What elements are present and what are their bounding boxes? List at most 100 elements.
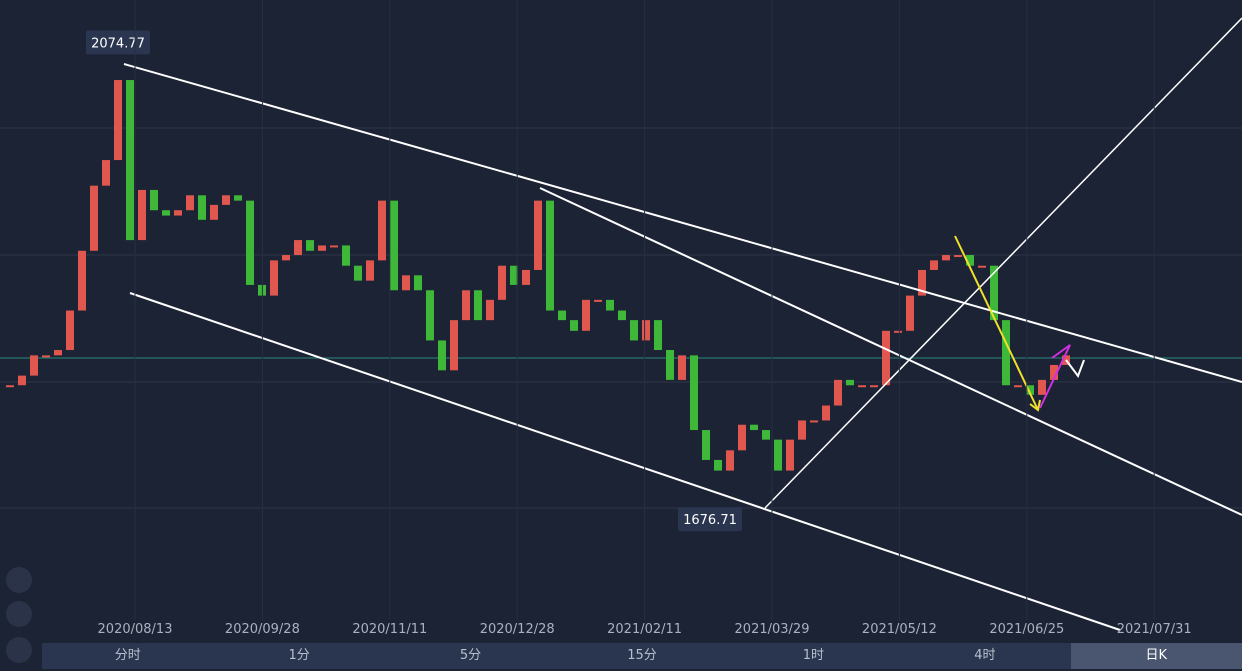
candle bbox=[762, 430, 770, 440]
x-tick-label: 2021/03/29 bbox=[735, 622, 810, 637]
candle bbox=[6, 385, 14, 388]
candle bbox=[570, 320, 578, 331]
x-tick-label: 2021/02/11 bbox=[607, 622, 682, 637]
candle bbox=[18, 375, 26, 386]
candle bbox=[222, 195, 230, 205]
candle bbox=[630, 320, 638, 341]
candle bbox=[114, 80, 122, 161]
timeframe-tab[interactable]: 1时 bbox=[802, 648, 825, 663]
candle bbox=[522, 269, 530, 285]
candle bbox=[138, 189, 146, 241]
candle bbox=[450, 320, 458, 371]
trend-lines bbox=[123, 17, 1242, 631]
candle bbox=[306, 240, 314, 251]
candle bbox=[666, 350, 674, 380]
price-label-box bbox=[678, 507, 742, 532]
candle bbox=[654, 320, 662, 351]
candle bbox=[294, 240, 302, 256]
candle bbox=[150, 189, 158, 211]
candle bbox=[738, 424, 746, 451]
candle bbox=[42, 355, 50, 358]
candle bbox=[174, 210, 182, 216]
timeframe-tab[interactable]: 1分 bbox=[288, 648, 310, 663]
indicator-icon[interactable] bbox=[6, 637, 32, 663]
candle bbox=[438, 340, 446, 371]
arrow-next bbox=[1065, 359, 1085, 379]
candle bbox=[66, 310, 74, 351]
candle bbox=[426, 290, 434, 341]
timeframe-tab[interactable]: 4时 bbox=[974, 648, 996, 663]
chart: 2074.77 1676.71 2020/08/13 2020/09/28 2020/… bbox=[0, 0, 1242, 637]
candle bbox=[186, 195, 194, 211]
candle bbox=[558, 310, 566, 321]
candle bbox=[606, 299, 614, 311]
candle bbox=[966, 255, 974, 266]
arrow-down bbox=[954, 235, 1039, 411]
x-tick-label: 2021/06/25 bbox=[989, 622, 1064, 637]
arrow-up bbox=[1039, 344, 1071, 409]
candle bbox=[594, 299, 602, 302]
candle bbox=[798, 420, 806, 440]
candle bbox=[390, 200, 398, 291]
candle bbox=[582, 299, 590, 331]
candle bbox=[246, 200, 254, 285]
candle bbox=[978, 265, 986, 268]
candle bbox=[90, 185, 98, 251]
grid bbox=[0, 127, 1242, 509]
candle bbox=[786, 439, 794, 471]
candle bbox=[906, 295, 914, 331]
candle bbox=[414, 275, 422, 291]
candle bbox=[930, 260, 938, 270]
candle bbox=[546, 200, 554, 311]
x-tick-label: 2021/07/31 bbox=[1117, 622, 1192, 637]
timeframe-tab[interactable]: 15分 bbox=[627, 648, 657, 663]
x-tick-label: 2021/05/12 bbox=[862, 622, 937, 637]
candle bbox=[834, 379, 842, 406]
candle bbox=[750, 424, 758, 431]
timeframe-tab[interactable]: 5分 bbox=[459, 648, 482, 663]
candle bbox=[1014, 385, 1022, 388]
x-tick-label: 2020/09/28 bbox=[225, 622, 300, 637]
candle bbox=[354, 265, 362, 281]
candle bbox=[282, 255, 290, 261]
candle bbox=[1050, 364, 1058, 380]
candle bbox=[1002, 320, 1010, 386]
candle bbox=[378, 200, 386, 261]
price-label: 2074.77 bbox=[91, 36, 145, 51]
candle bbox=[618, 310, 626, 321]
candle bbox=[894, 330, 902, 333]
candle bbox=[942, 255, 950, 261]
candle bbox=[510, 265, 518, 285]
candle bbox=[234, 195, 242, 201]
price-label-box bbox=[86, 30, 150, 55]
candle bbox=[702, 430, 710, 460]
candle bbox=[870, 385, 878, 388]
candle bbox=[846, 379, 854, 386]
candle bbox=[954, 255, 962, 258]
candle bbox=[642, 320, 650, 341]
candle bbox=[270, 260, 278, 296]
candle bbox=[54, 350, 62, 356]
x-tick-label: 2020/11/11 bbox=[352, 622, 427, 637]
timeframe-tab[interactable]: 分时 bbox=[114, 648, 141, 663]
candle bbox=[498, 265, 506, 300]
timeframe-tab[interactable]: 日K bbox=[1070, 643, 1242, 669]
candle bbox=[1026, 385, 1034, 395]
candle bbox=[990, 265, 998, 321]
draw-icon[interactable] bbox=[6, 601, 32, 627]
candle bbox=[810, 420, 818, 423]
candle bbox=[918, 269, 926, 296]
candle bbox=[30, 355, 38, 376]
candle bbox=[330, 245, 338, 248]
candle-icon[interactable] bbox=[6, 567, 32, 593]
candle bbox=[474, 290, 482, 321]
candle bbox=[534, 200, 542, 270]
candle bbox=[882, 330, 890, 386]
candle bbox=[198, 195, 206, 220]
candle bbox=[402, 275, 410, 291]
arrow-head bbox=[1029, 399, 1041, 412]
x-tick-label: 2020/12/28 bbox=[480, 622, 555, 637]
candle bbox=[462, 290, 470, 321]
candle bbox=[774, 439, 782, 471]
